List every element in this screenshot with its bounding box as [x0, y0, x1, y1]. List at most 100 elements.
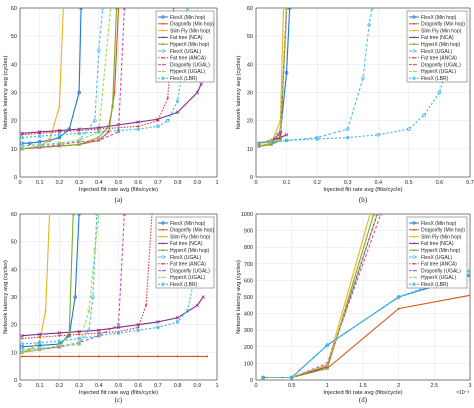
legend-item: Dragonfly (Min hop)	[409, 228, 465, 234]
legend-item: Dragonfly (UGAL)	[409, 62, 461, 68]
legend-label: FlexX (UGAL)	[170, 49, 201, 55]
y-tick-label: 30	[247, 91, 253, 97]
data-point	[257, 144, 261, 148]
x-tick-label: 2.5	[431, 383, 439, 389]
series-6	[261, 272, 470, 380]
series-4	[261, 214, 380, 380]
data-point	[137, 326, 140, 329]
y-tick-label: 900	[244, 229, 253, 235]
legend-item: Fat tree (NCA)	[158, 35, 203, 41]
data-point	[285, 8, 288, 11]
data-point	[282, 8, 286, 10]
x-tick-label: 0.7	[154, 180, 162, 186]
x-axis-label: Injected flit rate avg (flits/cycle)	[323, 187, 402, 193]
y-tick-label: 700	[244, 262, 253, 268]
legend-item: Dragonfly (UGAL)	[158, 62, 210, 68]
legend-item: HyperX (UGAL)	[158, 69, 205, 75]
series-6	[257, 8, 374, 145]
data-point	[376, 133, 381, 137]
data-point	[156, 325, 160, 330]
data-point	[37, 134, 42, 138]
data-point	[345, 135, 350, 140]
data-point	[279, 133, 282, 136]
data-point	[109, 8, 112, 11]
data-point	[61, 8, 65, 10]
data-point	[199, 82, 203, 86]
y-tick-label: 800	[244, 245, 253, 251]
data-point	[166, 118, 170, 123]
series-5	[261, 214, 376, 380]
x-tick-label: 0.2	[56, 383, 64, 389]
data-point	[116, 325, 121, 330]
data-point	[136, 127, 140, 131]
legend-label: Dragonfly (Min hop)	[421, 22, 465, 28]
data-point	[117, 355, 120, 358]
series-line	[259, 72, 447, 144]
x-tick-label: 0.4	[95, 383, 103, 389]
series-line	[263, 214, 371, 379]
legend-item: Dragonfly (UGAL)	[409, 268, 461, 274]
x-tick-label: 0.5	[115, 180, 123, 186]
legend-item: Slim Fly (Min hop)	[409, 28, 462, 34]
data-point	[145, 304, 148, 307]
data-point	[20, 350, 24, 355]
series-1	[20, 8, 83, 145]
data-point	[175, 99, 180, 103]
data-point	[77, 138, 82, 143]
data-point	[397, 307, 400, 310]
data-point	[28, 141, 32, 145]
data-point	[284, 133, 289, 137]
y-axis-label: Network latency avg (cycles)	[236, 56, 242, 130]
legend-item: Slim Fly (Min hop)	[158, 234, 211, 240]
data-point	[97, 328, 101, 332]
data-point	[367, 23, 371, 27]
data-point	[97, 333, 101, 338]
legend-label: FlexX (Min hop)	[170, 221, 206, 227]
legend-label: Slim Fly (Min hop)	[170, 28, 211, 34]
legend-label: FlexX (LBR)	[421, 76, 449, 82]
series-line	[258, 8, 288, 144]
legend-label: HyperX (UGAL)	[421, 275, 456, 281]
data-point	[20, 135, 24, 140]
series-line	[21, 283, 194, 345]
data-point	[396, 295, 401, 299]
x-tick-label: 0.9	[193, 180, 201, 186]
legend-item: HyperX (Min hop)	[158, 248, 210, 254]
x-multiplier: ×10⁻³	[456, 390, 469, 396]
legend-item: Fat tree (ANCA)	[158, 56, 206, 62]
data-point	[38, 132, 41, 135]
y-tick-label: 40	[247, 62, 253, 68]
data-point	[77, 90, 81, 95]
legend-label: Fat tree (ANCA)	[170, 56, 206, 62]
series-4	[20, 295, 205, 338]
legend-label: Fat tree (NCA)	[421, 241, 454, 247]
data-point	[37, 340, 42, 345]
data-point	[77, 342, 82, 347]
y-tick-label: 20	[247, 119, 253, 125]
data-point	[269, 142, 274, 147]
data-point	[97, 48, 101, 52]
data-point	[257, 141, 261, 145]
x-tick-label: 0.3	[75, 180, 83, 186]
y-tick-label: 30	[11, 91, 17, 97]
data-point	[37, 348, 42, 352]
legend-label: FlexX (UGAL)	[421, 255, 452, 261]
data-point	[20, 133, 23, 136]
data-point	[325, 343, 330, 347]
y-tick-label: 60	[11, 6, 17, 12]
data-point	[156, 117, 160, 122]
data-point	[375, 214, 380, 216]
legend-label: FlexX (LBR)	[170, 76, 198, 82]
series-line	[263, 214, 378, 379]
data-point	[195, 90, 200, 95]
legend-label: HyperX (Min hop)	[170, 42, 210, 48]
series-line	[21, 8, 188, 139]
series-line	[263, 214, 378, 379]
x-tick-label: 0.3	[75, 383, 83, 389]
data-point	[437, 90, 442, 95]
data-point	[325, 363, 330, 368]
x-tick-label: 0.1	[283, 180, 291, 186]
data-point	[67, 331, 71, 335]
data-point	[38, 336, 41, 339]
